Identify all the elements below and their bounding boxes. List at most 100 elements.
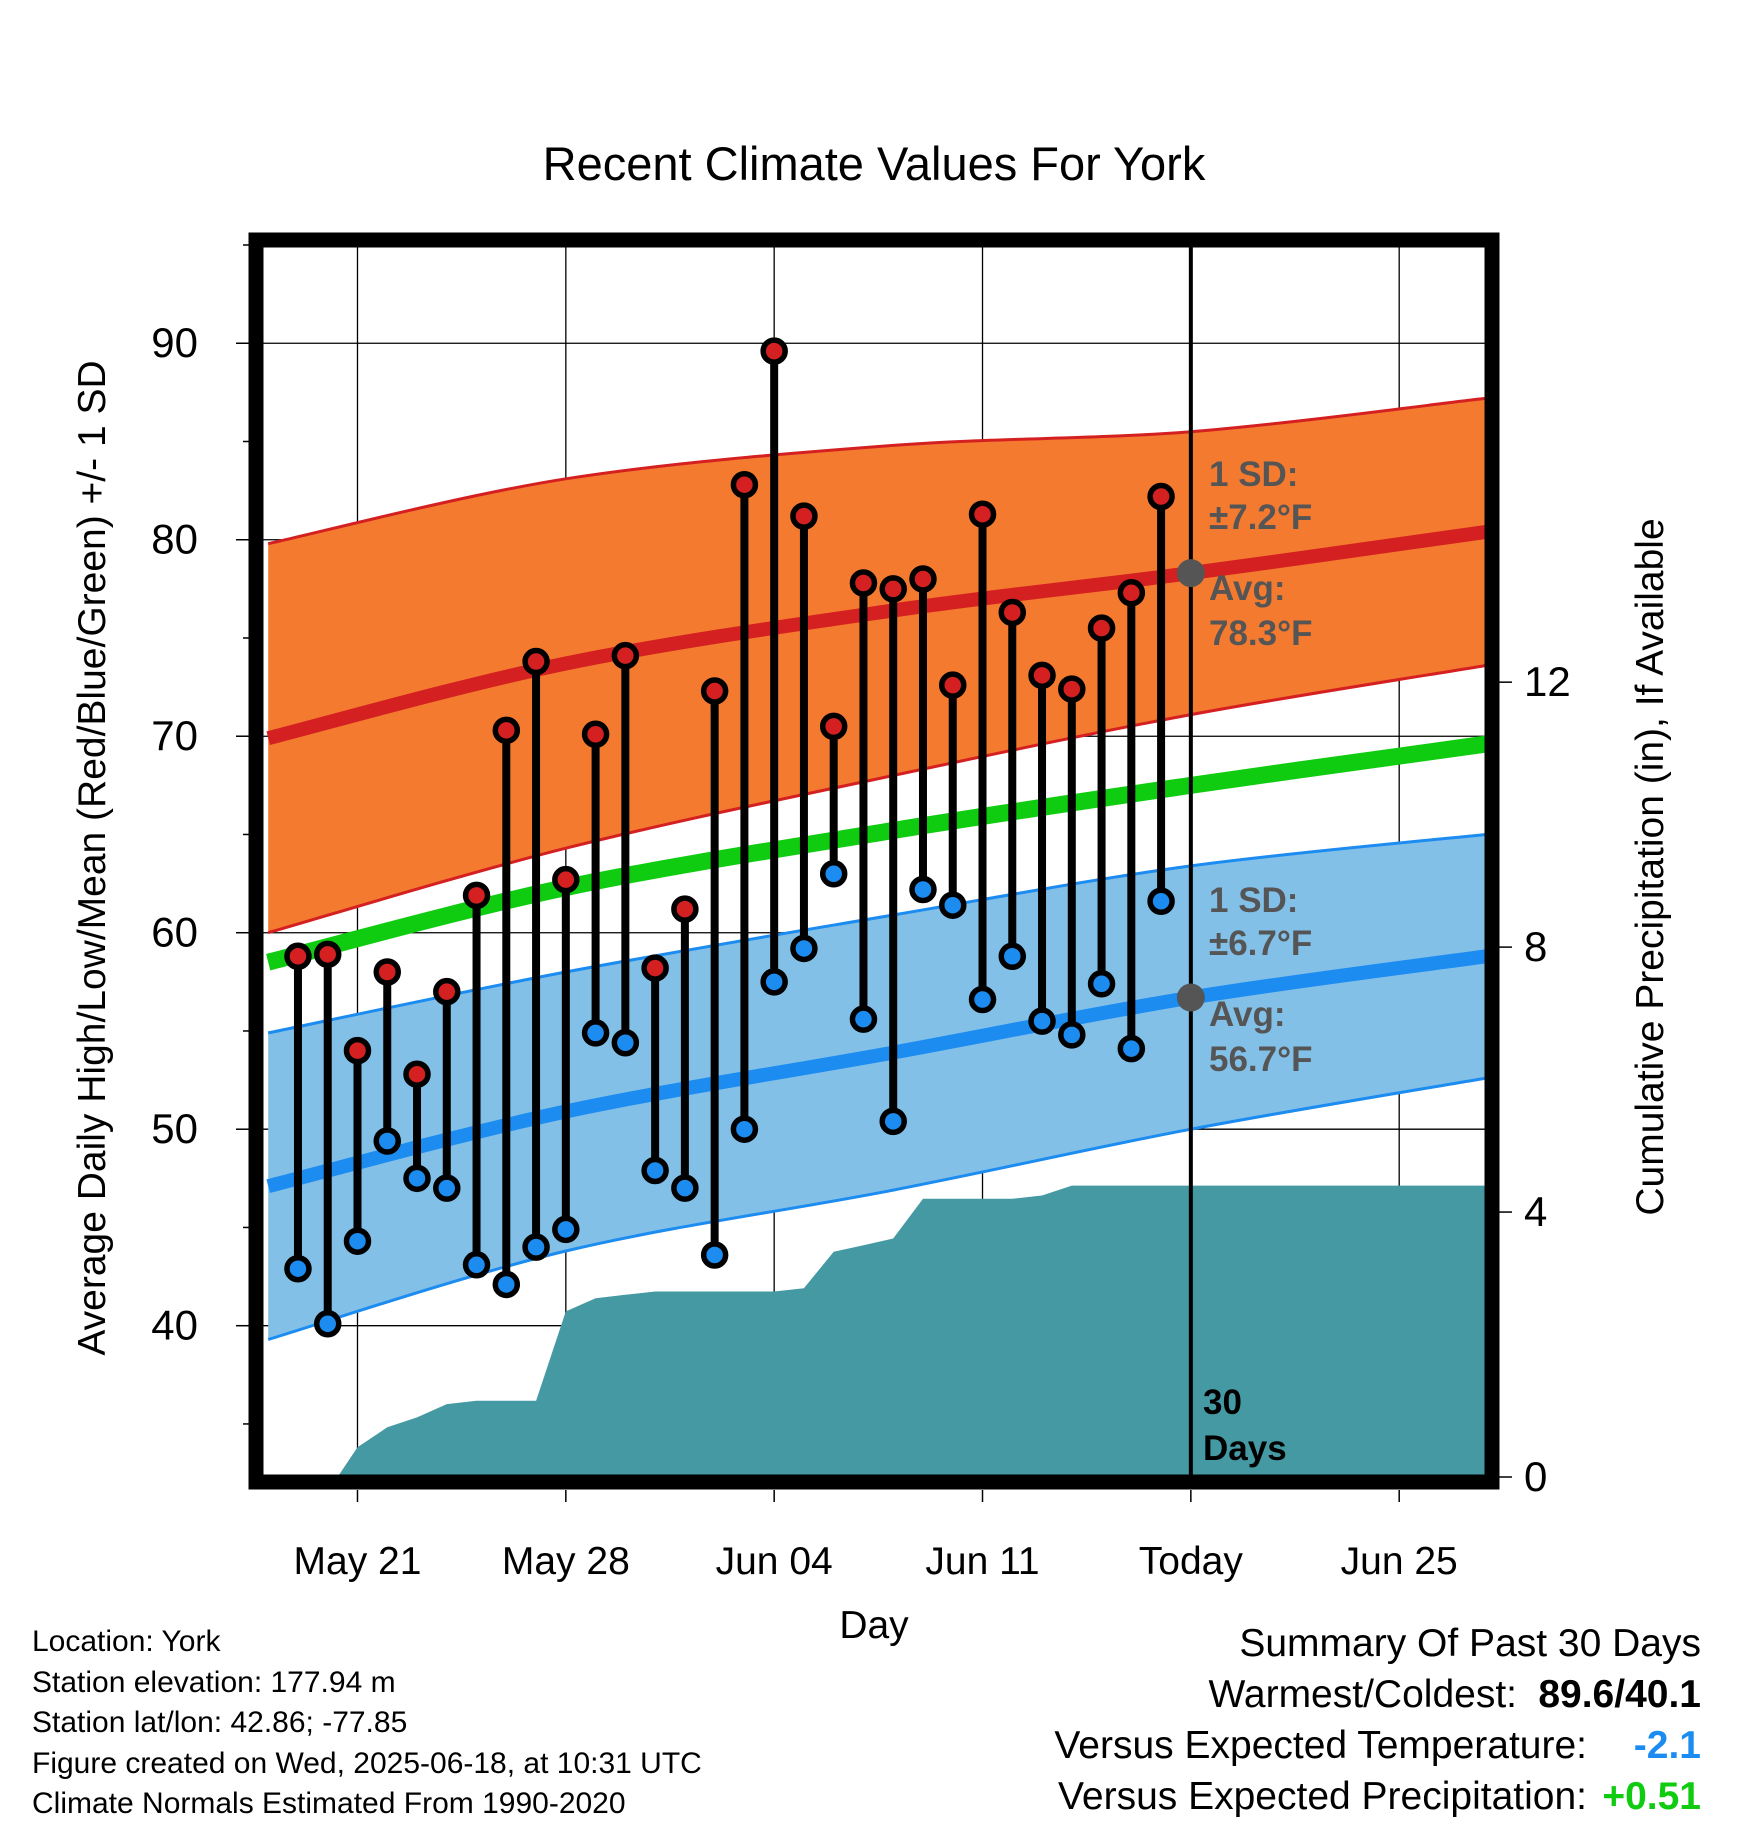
location-text: Location: York (32, 1625, 221, 1658)
daily-low-point (700, 1241, 729, 1269)
daily-low-point (968, 985, 997, 1014)
precip-area (337, 1185, 1487, 1477)
daily-low-point (611, 1029, 640, 1057)
daily-high-point (433, 977, 461, 1006)
y-tick-label: 40 (151, 1302, 198, 1349)
daily-high-point (790, 502, 818, 530)
y-tick-label: 90 (151, 319, 198, 366)
daily-high-point (284, 942, 312, 971)
daily-high-point (1087, 614, 1116, 642)
x-tick-label: Jun 25 (1341, 1540, 1458, 1583)
daily-low-point (313, 1309, 342, 1338)
daily-low-point (343, 1227, 372, 1255)
daily-low-point (581, 1019, 610, 1047)
daily-high-point (552, 865, 580, 894)
daily-low-point (1147, 887, 1175, 916)
annotation-layer: 1 SD: ±7.2°F Avg: 78.3°F 1 SD: ±6.7°F Av… (1176, 245, 1313, 1477)
days-label-line1: 30 (1203, 1383, 1242, 1422)
plot-frame (248, 232, 1500, 1490)
daily-high-point (1058, 675, 1086, 703)
daily-low-point (1028, 1007, 1056, 1035)
y2-tick-label: 4 (1524, 1188, 1547, 1235)
daily-high-point (1147, 482, 1175, 511)
x-axis-label: Day (839, 1604, 909, 1647)
high-upper-sd-line (267, 396, 1487, 546)
band-layer (266, 396, 1488, 1341)
precip-value: +0.51 (1602, 1775, 1701, 1818)
high-avg-value: 78.3°F (1209, 614, 1313, 653)
obs-layer (284, 337, 1175, 1338)
high-sd-band (268, 398, 1487, 933)
daily-low-point (1117, 1034, 1146, 1063)
warm-cold-label: Warmest/Coldest: (1208, 1673, 1517, 1716)
daily-high-point (492, 716, 521, 745)
daily-high-point (462, 881, 491, 910)
daily-high-point (998, 598, 1027, 627)
x-tick-label: Today (1139, 1540, 1244, 1583)
axis-layer: 40 50 60 70 80 90 0 4 8 12 May 21 May 28 Jun 04 Jun 1… (151, 244, 1571, 1583)
normals-text: Climate Normals Estimated From 1990-2020 (32, 1787, 626, 1820)
daily-high-point (641, 954, 669, 982)
daily-low-point (909, 875, 937, 904)
y-axis-label: Average Daily High/Low/Mean (Red/Blue/Gr… (71, 360, 114, 1355)
temp-row: Versus Expected Temperature: -2.1 (1054, 1720, 1701, 1771)
low-sd-band (268, 834, 1487, 1340)
chart-title: Recent Climate Values For York (543, 137, 1206, 190)
frame-layer (248, 232, 1500, 1490)
daily-low-point (373, 1127, 402, 1155)
daily-low-point (492, 1270, 521, 1299)
summary-panel: Summary Of Past 30 Days Warmest/Coldest:… (1054, 1618, 1701, 1822)
y-tick-label: 70 (151, 712, 198, 759)
daily-low-point (284, 1254, 312, 1283)
daily-low-point (998, 942, 1027, 971)
low-sd-label: 1 SD: (1209, 881, 1298, 920)
low-avg-value: 56.7°F (1209, 1040, 1313, 1079)
y2-tick-label: 12 (1524, 658, 1571, 705)
daily-high-point (671, 895, 699, 923)
precip-layer (337, 1185, 1487, 1477)
precip-label: Versus Expected Precipitation: (1058, 1775, 1587, 1818)
daily-low-point (1087, 970, 1116, 998)
daily-high-point (879, 575, 907, 603)
daily-high-point (909, 565, 937, 593)
daily-low-point (730, 1115, 759, 1143)
warm-cold-value: 89.6/40.1 (1538, 1673, 1701, 1716)
warm-cold-row: Warmest/Coldest: 89.6/40.1 (1054, 1669, 1701, 1720)
elevation-text: Station elevation: 177.94 m (32, 1665, 396, 1699)
latlon-text: Station lat/lon: 42.86; -77.85 (32, 1706, 408, 1739)
temp-value: -2.1 (1633, 1724, 1701, 1767)
days-label-line2: Days (1203, 1429, 1287, 1468)
daily-high-point (522, 647, 550, 676)
daily-high-point (730, 470, 759, 499)
daily-low-point (1058, 1021, 1086, 1049)
daily-low-point (760, 968, 788, 996)
daily-high-point (849, 569, 878, 597)
daily-high-point (819, 712, 848, 741)
x-tick-label: Jun 04 (716, 1540, 833, 1583)
y2-tick-label: 8 (1524, 923, 1547, 970)
created-text: Figure created on Wed, 2025-06-18, at 10… (32, 1746, 702, 1780)
daily-low-point (671, 1174, 699, 1202)
y2-axis-label: Cumulative Precipitation (in), If Availa… (1629, 518, 1672, 1215)
daily-low-point (522, 1233, 550, 1261)
daily-high-point (700, 677, 729, 705)
daily-high-point (343, 1036, 372, 1065)
daily-high-point (760, 337, 788, 365)
daily-high-point (611, 641, 640, 670)
daily-low-point (790, 934, 818, 963)
low-lower-sd-line (267, 1076, 1487, 1341)
daily-low-point (849, 1005, 878, 1033)
daily-high-point (968, 500, 997, 528)
y2-tick-label: 0 (1524, 1453, 1547, 1500)
daily-low-point (879, 1107, 907, 1136)
station-info: Location: York Station elevation: 177.94… (32, 1622, 702, 1825)
daily-high-point (373, 958, 402, 986)
low-sd-value: ±6.7°F (1209, 924, 1312, 963)
low-avg-label: Avg: (1209, 995, 1285, 1034)
y-tick-label: 80 (151, 516, 198, 563)
daily-high-point (313, 940, 342, 969)
daily-low-point (641, 1156, 669, 1185)
high-sd-label: 1 SD: (1209, 455, 1298, 494)
daily-high-point (403, 1060, 431, 1088)
